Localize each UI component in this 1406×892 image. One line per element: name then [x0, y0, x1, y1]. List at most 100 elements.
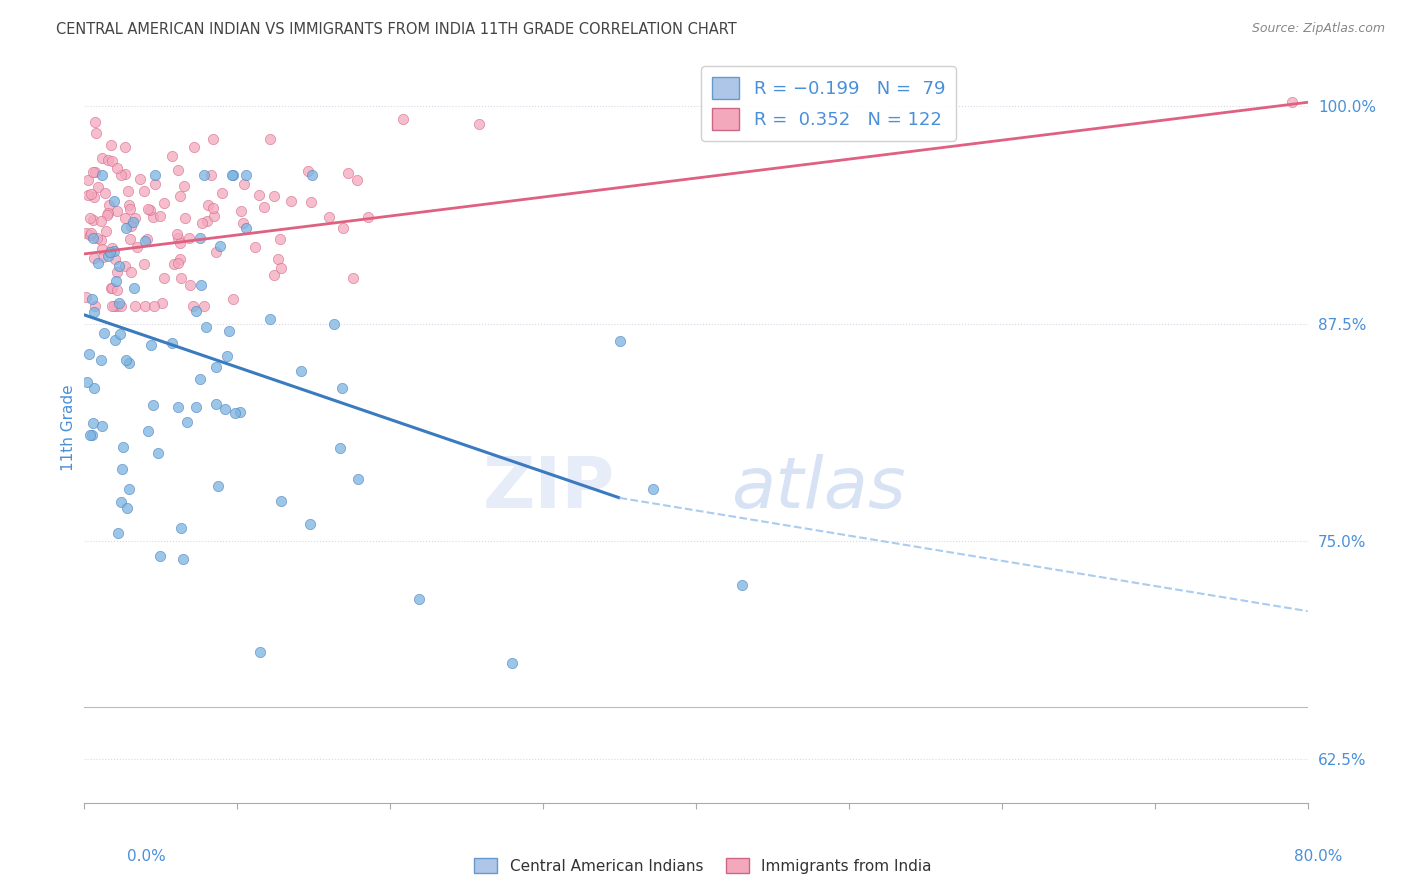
Point [132, 257, 155, 271]
Point [107, 525, 129, 540]
Point [259, 131, 281, 145]
Point [280, 194, 302, 208]
Point [101, 241, 124, 255]
Point [253, 200, 276, 214]
Point [98, 244, 121, 259]
Point [193, 299, 215, 313]
Point [170, 521, 193, 535]
Point [114, 211, 136, 225]
Point [329, 442, 352, 456]
Point [80, 292, 103, 306]
Point [90, 352, 112, 367]
Point [205, 244, 228, 259]
Point [150, 296, 173, 310]
Point [87, 255, 110, 269]
Point [136, 202, 159, 216]
Legend: R = −0.199   N =  79, R =  0.352   N = 122: R = −0.199 N = 79, R = 0.352 N = 122 [702, 66, 956, 141]
Point [202, 209, 225, 223]
Point [235, 221, 257, 235]
Point [160, 149, 183, 163]
Point [501, 656, 523, 670]
Point [104, 252, 127, 266]
Text: atlas: atlas [731, 454, 905, 523]
Point [346, 172, 368, 186]
Point [224, 406, 246, 420]
Point [75, 226, 97, 240]
Point [166, 227, 188, 242]
Point [115, 352, 138, 367]
Point [122, 215, 145, 229]
Point [139, 337, 162, 351]
Point [205, 360, 228, 375]
Point [114, 221, 136, 235]
Point [342, 270, 364, 285]
Point [97, 249, 120, 263]
Point [124, 211, 146, 226]
Point [80, 187, 103, 202]
Point [188, 231, 211, 245]
Point [82, 416, 104, 430]
Point [142, 398, 165, 412]
Point [83, 190, 105, 204]
Point [266, 252, 288, 266]
Point [173, 178, 195, 193]
Point [79, 211, 101, 225]
Point [641, 483, 664, 497]
Point [332, 221, 354, 235]
Point [93, 326, 115, 340]
Point [118, 198, 141, 212]
Point [330, 381, 353, 395]
Point [609, 334, 631, 348]
Point [86, 231, 108, 245]
Point [134, 299, 156, 313]
Point [111, 462, 134, 476]
Point [235, 169, 257, 183]
Point [105, 299, 128, 313]
Point [290, 364, 312, 378]
Point [134, 234, 156, 248]
Point [77, 347, 100, 361]
Point [100, 281, 122, 295]
Point [346, 472, 368, 486]
Point [468, 117, 491, 131]
Point [115, 501, 138, 516]
Point [112, 440, 135, 454]
Text: 0.0%: 0.0% [127, 849, 166, 864]
Point [211, 186, 233, 200]
Point [299, 194, 322, 209]
Point [356, 211, 378, 225]
Point [82, 212, 104, 227]
Point [84, 299, 107, 313]
Point [118, 356, 141, 370]
Point [118, 202, 141, 217]
Y-axis label: 11th Grade: 11th Grade [60, 384, 76, 472]
Point [200, 168, 222, 182]
Point [214, 402, 236, 417]
Point [167, 256, 190, 270]
Point [731, 578, 754, 592]
Point [101, 154, 124, 169]
Point [323, 317, 346, 331]
Point [103, 244, 125, 258]
Point [76, 376, 98, 390]
Point [297, 164, 319, 178]
Point [181, 299, 204, 313]
Point [91, 169, 114, 183]
Point [82, 230, 104, 244]
Point [222, 169, 245, 183]
Point [105, 274, 128, 288]
Point [221, 293, 243, 307]
Point [98, 198, 121, 212]
Point [105, 265, 128, 279]
Point [392, 112, 415, 127]
Point [76, 173, 98, 187]
Point [91, 242, 114, 256]
Point [101, 281, 124, 295]
Point [101, 299, 124, 313]
Point [79, 428, 101, 442]
Point [96, 153, 118, 168]
Point [1281, 95, 1303, 110]
Point [75, 290, 97, 304]
Point [249, 645, 271, 659]
Point [100, 137, 122, 152]
